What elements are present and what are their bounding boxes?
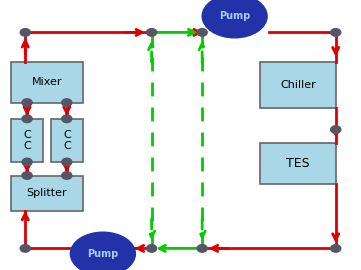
Circle shape	[331, 29, 341, 36]
FancyBboxPatch shape	[51, 119, 83, 162]
Circle shape	[22, 115, 32, 123]
Circle shape	[22, 99, 32, 106]
Circle shape	[62, 99, 72, 106]
FancyBboxPatch shape	[11, 176, 83, 211]
Circle shape	[147, 29, 157, 36]
Circle shape	[20, 29, 30, 36]
Circle shape	[62, 158, 72, 166]
Text: Mixer: Mixer	[32, 77, 62, 87]
Circle shape	[20, 245, 30, 252]
Text: Pump: Pump	[219, 11, 250, 21]
Circle shape	[22, 172, 32, 179]
FancyBboxPatch shape	[260, 62, 336, 108]
Ellipse shape	[202, 0, 267, 38]
FancyBboxPatch shape	[11, 62, 83, 103]
Text: TES: TES	[286, 157, 310, 170]
Ellipse shape	[70, 232, 135, 270]
Text: C
C: C C	[63, 130, 71, 151]
Circle shape	[62, 172, 72, 179]
FancyBboxPatch shape	[11, 119, 43, 162]
Text: C
C: C C	[23, 130, 31, 151]
Text: Pump: Pump	[87, 249, 118, 259]
FancyBboxPatch shape	[260, 143, 336, 184]
Circle shape	[147, 245, 157, 252]
Text: Splitter: Splitter	[27, 188, 67, 198]
Circle shape	[197, 245, 207, 252]
Circle shape	[331, 245, 341, 252]
Text: Chiller: Chiller	[280, 80, 316, 90]
Circle shape	[62, 115, 72, 123]
Circle shape	[197, 29, 207, 36]
Circle shape	[22, 158, 32, 166]
Circle shape	[331, 126, 341, 133]
